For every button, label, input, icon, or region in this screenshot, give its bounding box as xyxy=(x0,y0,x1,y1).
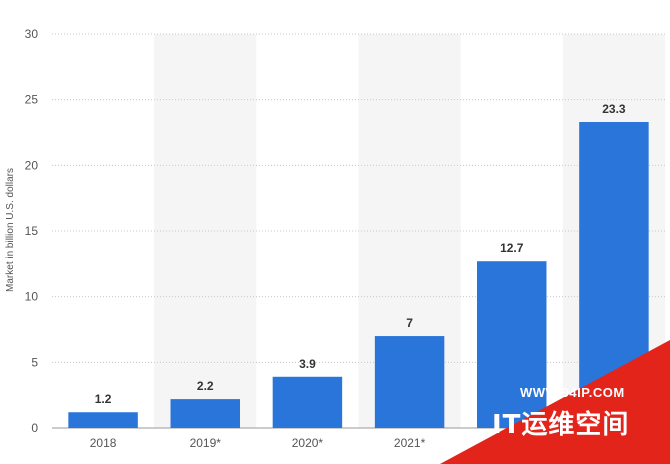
data-label-2021*: 7 xyxy=(406,316,413,330)
x-tick-label-2018: 2018 xyxy=(90,436,117,450)
x-tick-label-2019*: 2019* xyxy=(190,436,222,450)
y-tick-label-0: 0 xyxy=(31,421,38,435)
x-tick-label-2021*: 2021* xyxy=(394,436,426,450)
data-label-2019*: 2.2 xyxy=(197,379,214,393)
x-tick-label-2020*: 2020* xyxy=(292,436,324,450)
y-tick-label-30: 30 xyxy=(25,27,39,41)
data-label-2023*: 23.3 xyxy=(602,102,626,116)
bar-2021* xyxy=(374,336,445,428)
y-tick-label-20: 20 xyxy=(25,158,39,172)
y-axis-label: Market in billion U.S. dollars xyxy=(5,168,16,292)
bar-2022* xyxy=(477,261,547,428)
bar-2018 xyxy=(68,412,138,428)
y-tick-label-25: 25 xyxy=(25,93,39,107)
data-label-2020*: 3.9 xyxy=(299,357,316,371)
y-tick-label-15: 15 xyxy=(25,224,39,238)
watermark-triangle xyxy=(440,340,670,464)
watermark-brand: IT运维空间 xyxy=(492,410,630,440)
data-labels: 1.2 2.2 3.9 7 12.7 23.3 xyxy=(95,102,626,406)
bar-2019* xyxy=(170,399,240,428)
bar-2020* xyxy=(272,376,343,428)
data-label-2022*: 12.7 xyxy=(500,241,524,255)
watermark-url: WWW.94IP.COM xyxy=(520,385,625,400)
gridlines xyxy=(52,33,665,429)
data-label-2018: 1.2 xyxy=(95,392,112,406)
y-tick-label-5: 5 xyxy=(31,355,38,369)
y-tick-label-10: 10 xyxy=(25,290,39,304)
watermark: WWW.94IP.COM IT运维空间 xyxy=(440,340,670,464)
y-axis-ticks: 0 5 10 15 20 25 30 xyxy=(25,27,39,435)
